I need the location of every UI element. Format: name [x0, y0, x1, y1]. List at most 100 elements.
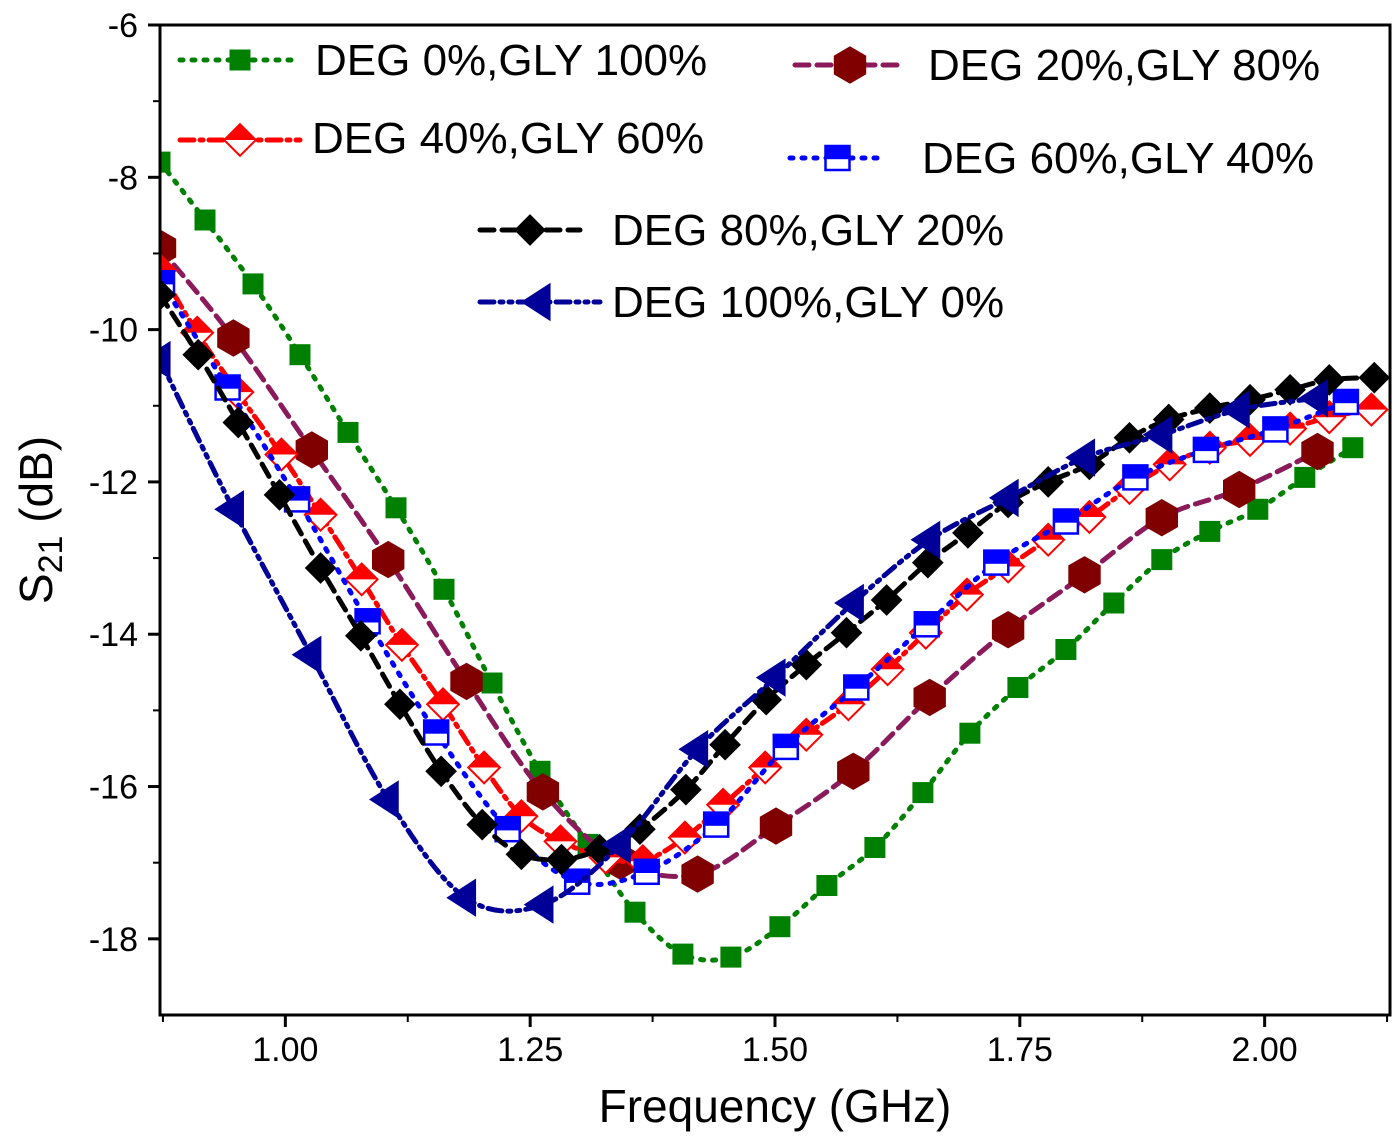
series-4	[160, 278, 1390, 876]
data-point-half-square	[1122, 464, 1149, 491]
data-point-diamond	[1358, 361, 1390, 394]
y-axis-label: S21 (dB)	[10, 436, 70, 604]
data-point-diamond	[952, 517, 984, 549]
data-point-diamond	[670, 773, 702, 806]
series-line	[160, 280, 1349, 887]
legend-item: DEG 100%,GLY 0%	[477, 278, 1004, 327]
data-point-square	[242, 273, 264, 295]
data-point-triangle-left	[834, 583, 864, 623]
y-tick-label: -14	[89, 616, 138, 654]
legend-label: DEG 20%,GLY 80%	[928, 41, 1320, 90]
data-point-square	[1103, 592, 1125, 614]
data-point-half-diamond	[384, 627, 420, 663]
data-point-hexagon	[833, 46, 867, 84]
data-point-triangle-left	[1298, 379, 1329, 418]
data-point-hexagon	[837, 752, 870, 790]
data-point-square	[720, 946, 742, 968]
data-point-diamond	[514, 214, 546, 246]
x-tick-label: 1.50	[742, 1031, 808, 1069]
data-point-half-square	[160, 269, 176, 297]
data-point-half-square	[494, 815, 521, 843]
data-point-square	[912, 782, 934, 804]
data-point-half-square	[1192, 436, 1220, 464]
y-tick-label: -6	[108, 7, 138, 45]
data-point-half-square	[214, 374, 241, 401]
data-point-diamond	[222, 406, 255, 439]
legend-item: DEG 40%,GLY 60%	[177, 114, 704, 163]
data-point-hexagon	[217, 319, 250, 357]
data-point-square	[337, 421, 359, 443]
y-tick-label: -8	[108, 159, 138, 197]
data-point-diamond	[384, 688, 416, 721]
legend-label: DEG 80%,GLY 20%	[612, 206, 1004, 255]
data-point-diamond	[263, 479, 296, 511]
data-point-half-square	[772, 733, 800, 761]
y-tick-label: -12	[89, 464, 138, 502]
data-point-half-diamond	[222, 122, 258, 158]
data-point-triangle-left	[1065, 438, 1096, 477]
data-point-diamond	[1032, 466, 1065, 498]
data-point-hexagon	[991, 611, 1025, 649]
data-point-triangle-left	[214, 490, 244, 529]
data-point-diamond	[466, 808, 499, 841]
data-point-hexagon	[913, 678, 946, 717]
data-point-triangle-left	[291, 635, 322, 674]
data-point-diamond	[790, 648, 823, 681]
data-point-triangle-left	[1142, 415, 1173, 454]
y-tick-label: -10	[89, 312, 138, 350]
legend-item: DEG 60%,GLY 40%	[787, 134, 1314, 183]
y-tick-label: -16	[89, 769, 138, 807]
data-point-hexagon	[1145, 499, 1178, 537]
x-tick-label: 1.00	[252, 1031, 318, 1069]
data-point-half-diamond	[264, 437, 299, 472]
data-point-diamond	[425, 755, 457, 788]
x-tick-label: 2.00	[1232, 1031, 1298, 1069]
data-point-square	[1342, 437, 1364, 459]
data-point-hexagon	[759, 807, 793, 845]
data-point-square	[769, 916, 791, 938]
legend-label: DEG 0%,GLY 100%	[315, 36, 707, 85]
data-point-square	[481, 672, 503, 694]
data-point-square	[229, 49, 251, 71]
data-point-triangle-left	[160, 340, 171, 380]
data-point-half-square	[913, 611, 941, 638]
legend-item: DEG 20%,GLY 80%	[792, 41, 1320, 90]
data-point-triangle-left	[678, 730, 709, 769]
data-point-hexagon	[1223, 470, 1256, 509]
data-point-diamond	[830, 616, 863, 649]
series-3	[160, 269, 1360, 895]
data-point-triangle-left	[523, 885, 554, 924]
series-1	[160, 229, 1334, 893]
data-point-half-square	[1052, 508, 1080, 535]
data-point-hexagon	[295, 431, 328, 469]
data-point-triangle-left	[755, 658, 786, 697]
data-point-triangle-left	[910, 520, 941, 559]
data-point-half-square	[843, 674, 870, 701]
data-point-square	[816, 875, 838, 896]
data-point-half-square	[633, 858, 660, 886]
data-point-half-diamond	[667, 820, 703, 855]
legend-label: DEG 100%,GLY 0%	[612, 278, 1004, 327]
data-point-hexagon	[1301, 432, 1334, 471]
data-point-diamond	[545, 843, 578, 876]
data-point-half-square	[702, 811, 730, 838]
data-point-square	[289, 344, 311, 366]
data-point-triangle-left	[446, 878, 477, 917]
y-tick-label: -18	[89, 921, 138, 959]
data-point-square	[1247, 498, 1269, 520]
data-point-square	[959, 722, 981, 744]
data-point-triangle-left	[988, 478, 1019, 518]
data-point-diamond	[870, 584, 903, 616]
data-point-diamond	[1313, 364, 1346, 396]
data-point-triangle-left	[1220, 390, 1250, 429]
series-5	[160, 340, 1329, 924]
data-point-half-diamond	[1354, 392, 1389, 427]
data-point-half-diamond	[344, 562, 379, 597]
data-point-half-square	[422, 719, 450, 746]
data-point-square	[385, 497, 407, 519]
data-point-hexagon	[1068, 556, 1101, 594]
data-point-hexagon	[372, 540, 405, 579]
data-point-triangle-left	[369, 780, 399, 819]
data-point-half-diamond	[1232, 422, 1268, 458]
data-point-hexagon	[450, 662, 483, 701]
